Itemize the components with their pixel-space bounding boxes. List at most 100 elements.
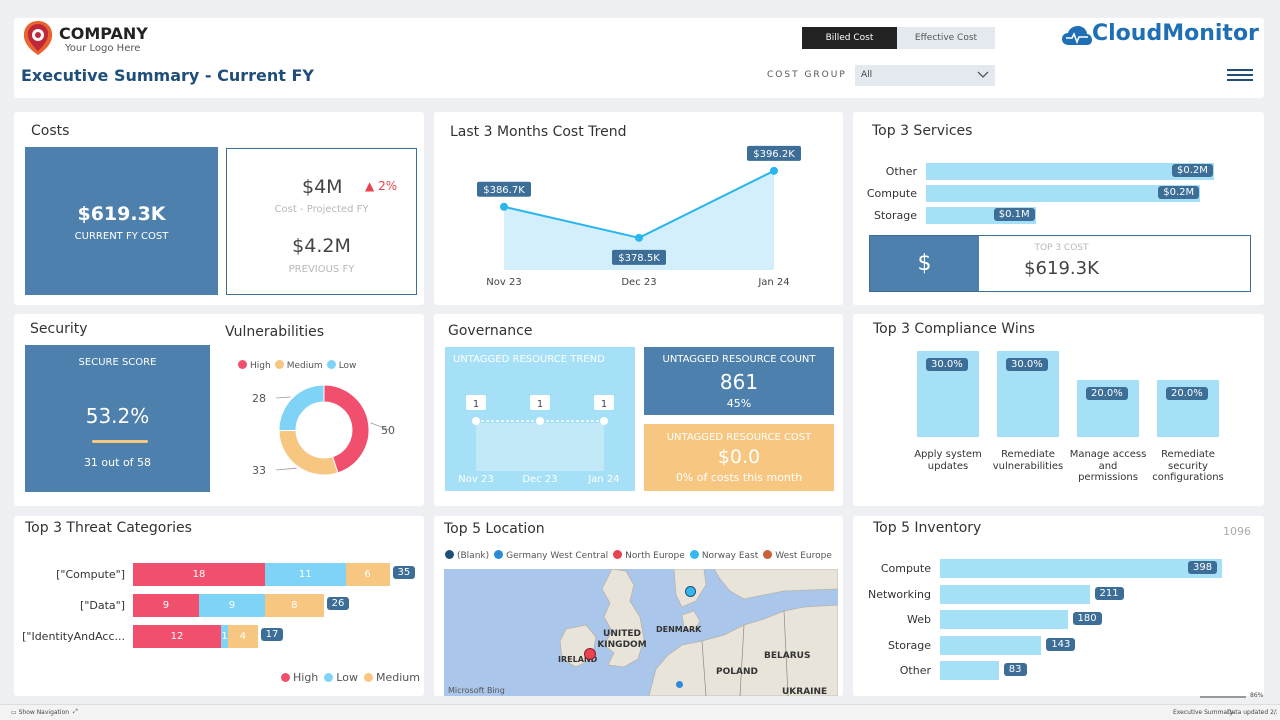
untagged-cost-detail: 0% of costs this month: [675, 471, 803, 484]
threat-legend-item[interactable]: Medium: [363, 671, 420, 684]
threats-legend: High Low Medium: [281, 671, 426, 684]
cost-trend-title: Last 3 Months Cost Trend: [450, 124, 627, 140]
vuln-data-label: 28: [252, 392, 266, 405]
inventory-bar[interactable]: [940, 635, 1042, 655]
governance-title: Governance: [448, 323, 533, 339]
vuln-legend-item[interactable]: Medium: [274, 360, 323, 371]
threat-legend-item[interactable]: High: [281, 671, 318, 684]
vuln-leader-line: [275, 467, 297, 471]
location-legend-item[interactable]: North Europe: [613, 550, 685, 561]
header-bar: COMPANY Your Logo Here Executive Summary…: [14, 18, 1264, 98]
untagged-count-pct: 45%: [726, 397, 752, 410]
inventory-title: Top 5 Inventory: [873, 520, 982, 536]
hamburger-menu-icon[interactable]: [1225, 68, 1255, 84]
threat-segment-low[interactable]: 9: [198, 594, 265, 617]
map-label-ireland: IRELAND: [558, 655, 598, 664]
location-legend-item[interactable]: Germany West Central: [494, 550, 608, 561]
inventory-label: Web: [907, 613, 931, 626]
vulnerabilities-legend: High Medium Low: [238, 360, 360, 371]
current-fy-cost-label: CURRENT FY COST: [74, 231, 169, 242]
gov-value-label-box: [466, 395, 486, 410]
gov-trend-point: [536, 417, 544, 425]
zoom-slider[interactable]: [1200, 696, 1246, 698]
inventory-bar[interactable]: [940, 661, 999, 680]
vulnerabilities-title: Vulnerabilities: [225, 324, 325, 340]
inventory-bar[interactable]: [940, 610, 1068, 629]
cost-group-dropdown[interactable]: All: [855, 65, 995, 86]
gov-trend-point: [472, 417, 480, 425]
threat-segment-medium[interactable]: 8: [264, 594, 324, 617]
secure-score-tile: SECURE SCORE 53.2% 31 out of 58: [25, 345, 210, 492]
threat-segment-high[interactable]: 18: [133, 563, 265, 586]
costs-title: Costs: [31, 123, 70, 139]
inventory-value-label: 211: [1094, 586, 1124, 600]
top-cost-value: $619.3K: [1024, 258, 1099, 279]
trend-x-tick-label: Dec 23: [621, 277, 656, 288]
chevron-down-icon: [977, 71, 989, 78]
cost-trend-chart: $386.7K Nov 23 $378.5K Dec 23 $396.2K Jan 24: [477, 145, 801, 288]
gov-value-label-box: [594, 395, 614, 410]
trend-value-label-box: [477, 181, 531, 197]
threat-legend-item[interactable]: Low: [324, 671, 358, 684]
page-title: Executive Summary - Current FY: [21, 66, 315, 85]
threat-total-label: 35: [392, 566, 416, 579]
gov-x-tick-label: Dec 23: [522, 474, 557, 485]
trend-value-label-box: [612, 249, 666, 265]
inventory-total: 1096: [1223, 525, 1251, 538]
inventory-value-label: 143: [1046, 637, 1076, 651]
threat-segment-high[interactable]: 12: [133, 625, 221, 648]
location-map[interactable]: UNITED KINGDOM IRELAND DENMARK BELARUS P…: [444, 569, 838, 696]
service-bar[interactable]: [926, 185, 1201, 202]
service-value-label: $0.2M: [1172, 164, 1213, 177]
vuln-legend-item[interactable]: High: [238, 360, 271, 371]
map-label-uk: UNITED KINGDOM: [597, 629, 647, 650]
secure-score-label: SECURE SCORE: [78, 357, 157, 368]
inventory-bar[interactable]: [940, 559, 1222, 578]
map-pin-germany-west-central[interactable]: [676, 681, 683, 688]
status-bar: ▭ Show Navigation ⤢ Executive Summary Da…: [0, 704, 1280, 720]
inventory-bar[interactable]: [940, 584, 1090, 604]
vuln-leader-line: [275, 396, 291, 399]
vulnerabilities-donut-chart: 50 33 28: [252, 384, 395, 477]
current-fy-cost-tile: $619.3K CURRENT FY COST: [25, 147, 218, 295]
gov-value-label: 1: [473, 399, 479, 410]
service-bar[interactable]: [926, 163, 1214, 180]
compliance-value-label: 20.0%: [1086, 386, 1128, 400]
compliance-category-label: vulnerabilities: [992, 460, 1064, 472]
show-navigation-button[interactable]: ▭ Show Navigation: [11, 709, 69, 716]
threat-segment-medium[interactable]: 4: [228, 625, 258, 648]
map-pin-norway-east[interactable]: [685, 586, 696, 597]
location-legend-item[interactable]: West Europe: [763, 550, 832, 561]
trend-x-tick-label: Jan 24: [757, 277, 789, 288]
threat-segment-medium[interactable]: 6: [345, 563, 390, 586]
trend-area: [504, 170, 774, 270]
untagged-count-value: 861: [719, 370, 759, 394]
untagged-cost-tile: UNTAGGED RESOURCE COST $0.0 0% of costs …: [644, 424, 834, 491]
security-title: Security: [30, 321, 88, 337]
compliance-category-label: security: [1168, 460, 1208, 472]
status-data-updated: Data updated 2/23...: [1227, 709, 1277, 716]
expand-icon[interactable]: ⤢: [73, 708, 78, 715]
secure-score-bar: [92, 440, 148, 443]
cost-trend-card: Last 3 Months Cost Trend $386.7K Nov 23 $3…: [434, 112, 843, 305]
effective-cost-toggle[interactable]: Effective Cost: [897, 27, 995, 49]
threat-category-label: ["Data"]: [80, 599, 125, 612]
map-pin-north-europe[interactable]: [584, 648, 596, 660]
location-legend-item[interactable]: (Blank): [445, 550, 489, 561]
threat-segment-low[interactable]: 11: [264, 563, 346, 586]
inventory-label: Compute: [880, 562, 931, 575]
compliance-category-label: Manage access: [1069, 449, 1147, 460]
compliance-category-label: permissions: [1078, 472, 1138, 483]
governance-card: Governance UNTAGGED RESOURCE TREND 1 Nov …: [434, 314, 843, 506]
threat-total-label: 17: [260, 628, 284, 641]
cost-group-label: COST GROUP: [767, 70, 847, 80]
threat-segment-high[interactable]: 9: [133, 594, 199, 617]
threat-segment-low[interactable]: 1: [220, 625, 229, 648]
vuln-legend-item[interactable]: Low: [326, 360, 356, 371]
service-value-label: $0.2M: [1158, 186, 1200, 199]
map-label-belarus: BELARUS: [764, 651, 811, 661]
threat-category-label: ["IdentityAndAcc...: [22, 630, 125, 643]
location-legend-item[interactable]: Norway East: [689, 550, 758, 561]
billed-cost-toggle[interactable]: Billed Cost: [802, 27, 897, 49]
projected-change-value: 2%: [378, 179, 398, 193]
